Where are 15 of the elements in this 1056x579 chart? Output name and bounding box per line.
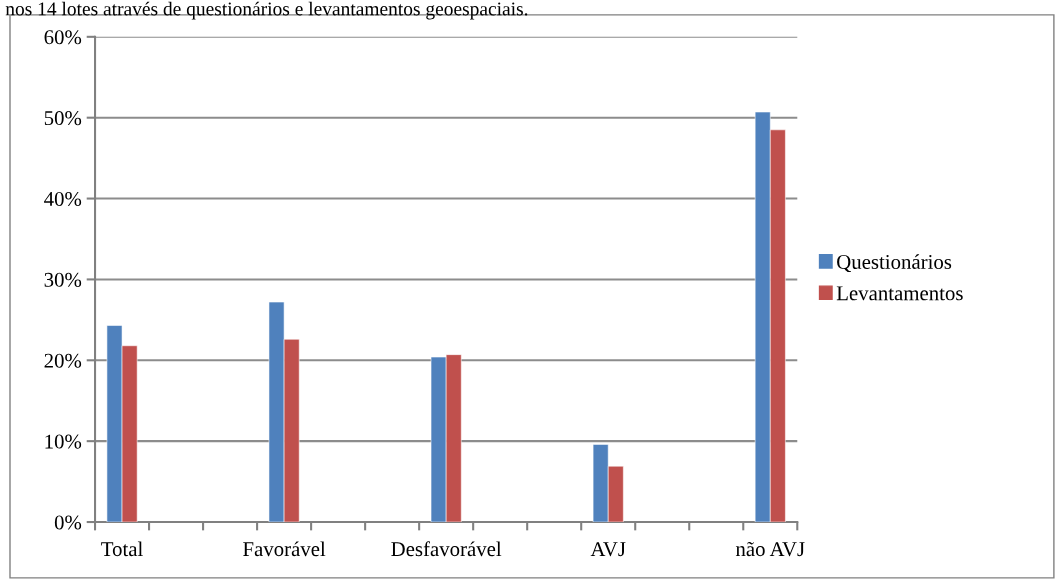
y-tick-label: 20% <box>44 353 82 368</box>
x-tick-label: Favorável <box>243 541 326 557</box>
x-tick-label: Desfavorável <box>391 541 502 557</box>
x-tick-label: não AVJ <box>735 541 805 557</box>
y-tick-label: 30% <box>44 272 82 287</box>
x-tick-label: Total <box>101 541 143 557</box>
legend-label: Questionários <box>837 254 952 273</box>
y-tick-label: 50% <box>44 111 82 126</box>
text: nos 14 lotes através de questionários e levantamentos geoespaciais. <box>5 1 528 20</box>
y-tick-label: 10% <box>45 434 82 449</box>
y-tick-label: 60% <box>44 30 82 45</box>
x-tick-label: AVJ <box>590 542 626 557</box>
legend-label: Levantamentos <box>836 286 963 301</box>
y-tick-label: 40% <box>44 191 82 207</box>
y-tick-label: 0% <box>54 515 82 530</box>
